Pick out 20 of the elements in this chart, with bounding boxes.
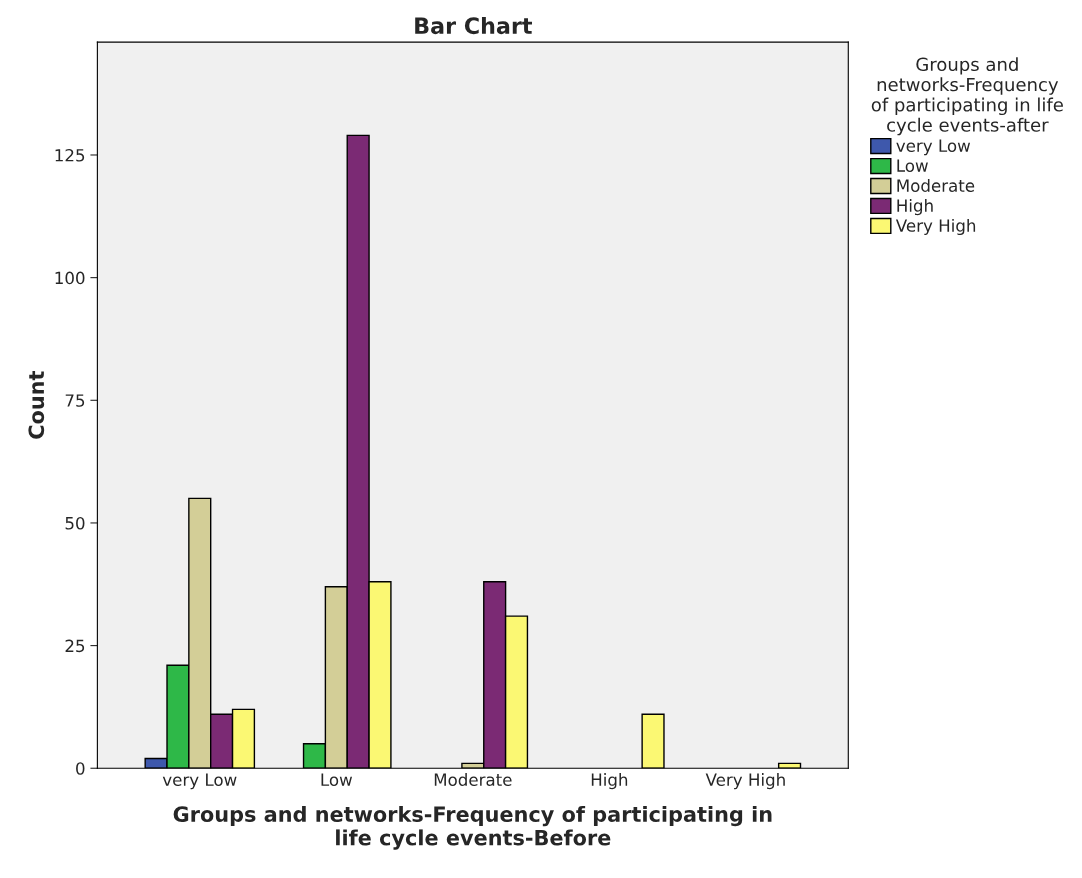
x-tick-label: Very High [705,773,785,790]
x-tick-label: Moderate [434,773,512,787]
y-tick-label: 100 [55,271,85,285]
y-axis-title: Count [28,371,45,439]
y-tick-label: 50 [65,516,85,530]
x-tick-label: High [591,773,628,790]
legend-label: Low [897,159,928,172]
x-tick-label: very Low [162,773,237,790]
y-tick-label: 0 [76,762,85,775]
chart-title: Bar Chart [415,16,532,35]
y-tick-label: 75 [65,394,85,407]
y-tick-label: 125 [55,148,85,162]
legend-label: High [897,199,933,216]
legend-label: Moderate [897,179,975,192]
legend-label: very Low [896,139,971,156]
legend-title: Groups and networks-Frequency of participating in life cycle events-after [871,57,1063,136]
y-tick-label: 25 [65,639,85,653]
legend-label: Very High [895,218,976,236]
x-tick-label: Low [321,773,353,787]
x-axis-title: Groups and networks-Frequency of participating in life cycle events-Before [173,805,772,850]
